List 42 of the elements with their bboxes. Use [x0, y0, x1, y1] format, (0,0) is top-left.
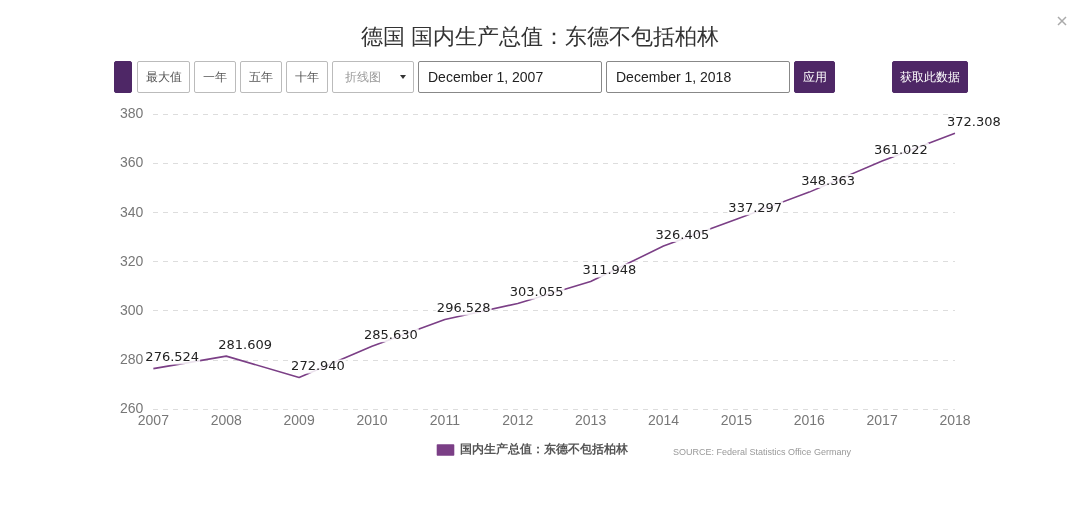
- x-tick-label: 2017: [866, 412, 898, 429]
- x-tick-label: 2010: [356, 412, 388, 429]
- data-label: 276.524: [145, 349, 200, 365]
- text: 一年: [194, 61, 236, 93]
- y-tick-label: 280: [120, 350, 144, 367]
- y-tick-label: 320: [120, 252, 144, 269]
- data-label: 311.948: [582, 262, 637, 278]
- data-label: 272.940: [291, 358, 345, 374]
- text: 应用: [794, 61, 835, 93]
- y-tick-label: 380: [120, 105, 144, 122]
- x-tick-label: 2015: [720, 412, 753, 429]
- data-label: 348.363: [801, 173, 856, 188]
- data-label: 326.405: [655, 226, 710, 242]
- x-tick-label: 2014: [647, 412, 680, 429]
- x-tick-label: 2011: [429, 412, 461, 429]
- data-label: 296.528: [436, 300, 491, 316]
- y-tick-label: 340: [120, 203, 144, 220]
- text: 折线图: [332, 61, 414, 93]
- text: December 1, 2007: [418, 61, 602, 93]
- y-tick-label: 300: [120, 301, 144, 318]
- data-label: 361.022: [874, 141, 928, 157]
- x-tick-label: 2016: [793, 412, 826, 429]
- text: 五年: [240, 61, 282, 93]
- x-tick-label: 2018: [939, 412, 971, 429]
- source-note: SOURCE: Federal Statistics Office Germany: [673, 447, 851, 457]
- text: 最大值: [137, 61, 190, 93]
- x-tick-label: 2013: [575, 412, 607, 429]
- y-tick-label: 360: [120, 154, 144, 171]
- x-tick-label: 2007: [137, 412, 170, 429]
- data-label: 281.609: [218, 336, 272, 352]
- x-tick-label: 2009: [283, 412, 315, 429]
- x-tick-label: 2008: [210, 412, 243, 429]
- data-label: 303.055: [509, 284, 564, 300]
- data-label: 337.297: [728, 200, 783, 216]
- text: 获取此数据: [892, 61, 968, 93]
- x-tick-label: 2012: [502, 412, 534, 429]
- text: December 1, 2018: [606, 61, 790, 93]
- data-label: 285.630: [363, 327, 418, 343]
- text: 十年: [286, 61, 328, 93]
- chart-title: 德国 国内生产总值：东德不包括柏林: [359, 23, 721, 51]
- data-label: 372.308: [947, 114, 1001, 130]
- legend-label: 国内生产总值：东德不包括柏林: [459, 442, 629, 457]
